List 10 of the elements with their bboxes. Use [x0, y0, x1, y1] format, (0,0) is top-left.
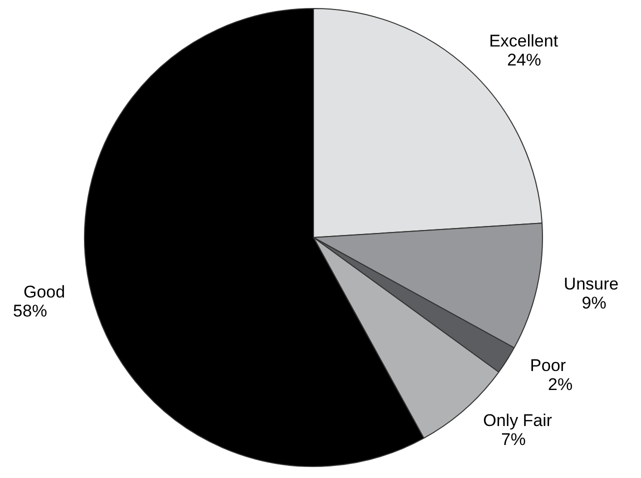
- slice-label: Excellent: [489, 32, 558, 51]
- data-label: 9%: [582, 293, 606, 312]
- slice-label: Poor: [530, 356, 566, 375]
- data-label: 7%: [501, 430, 526, 449]
- data-label: 2%: [548, 374, 573, 394]
- slice-label: Unsure: [564, 274, 619, 294]
- data-label: 58%: [13, 301, 48, 320]
- data-label: 24%: [507, 50, 542, 70]
- slice-label: Good: [23, 282, 66, 302]
- slice-label: Only Fair: [483, 410, 552, 430]
